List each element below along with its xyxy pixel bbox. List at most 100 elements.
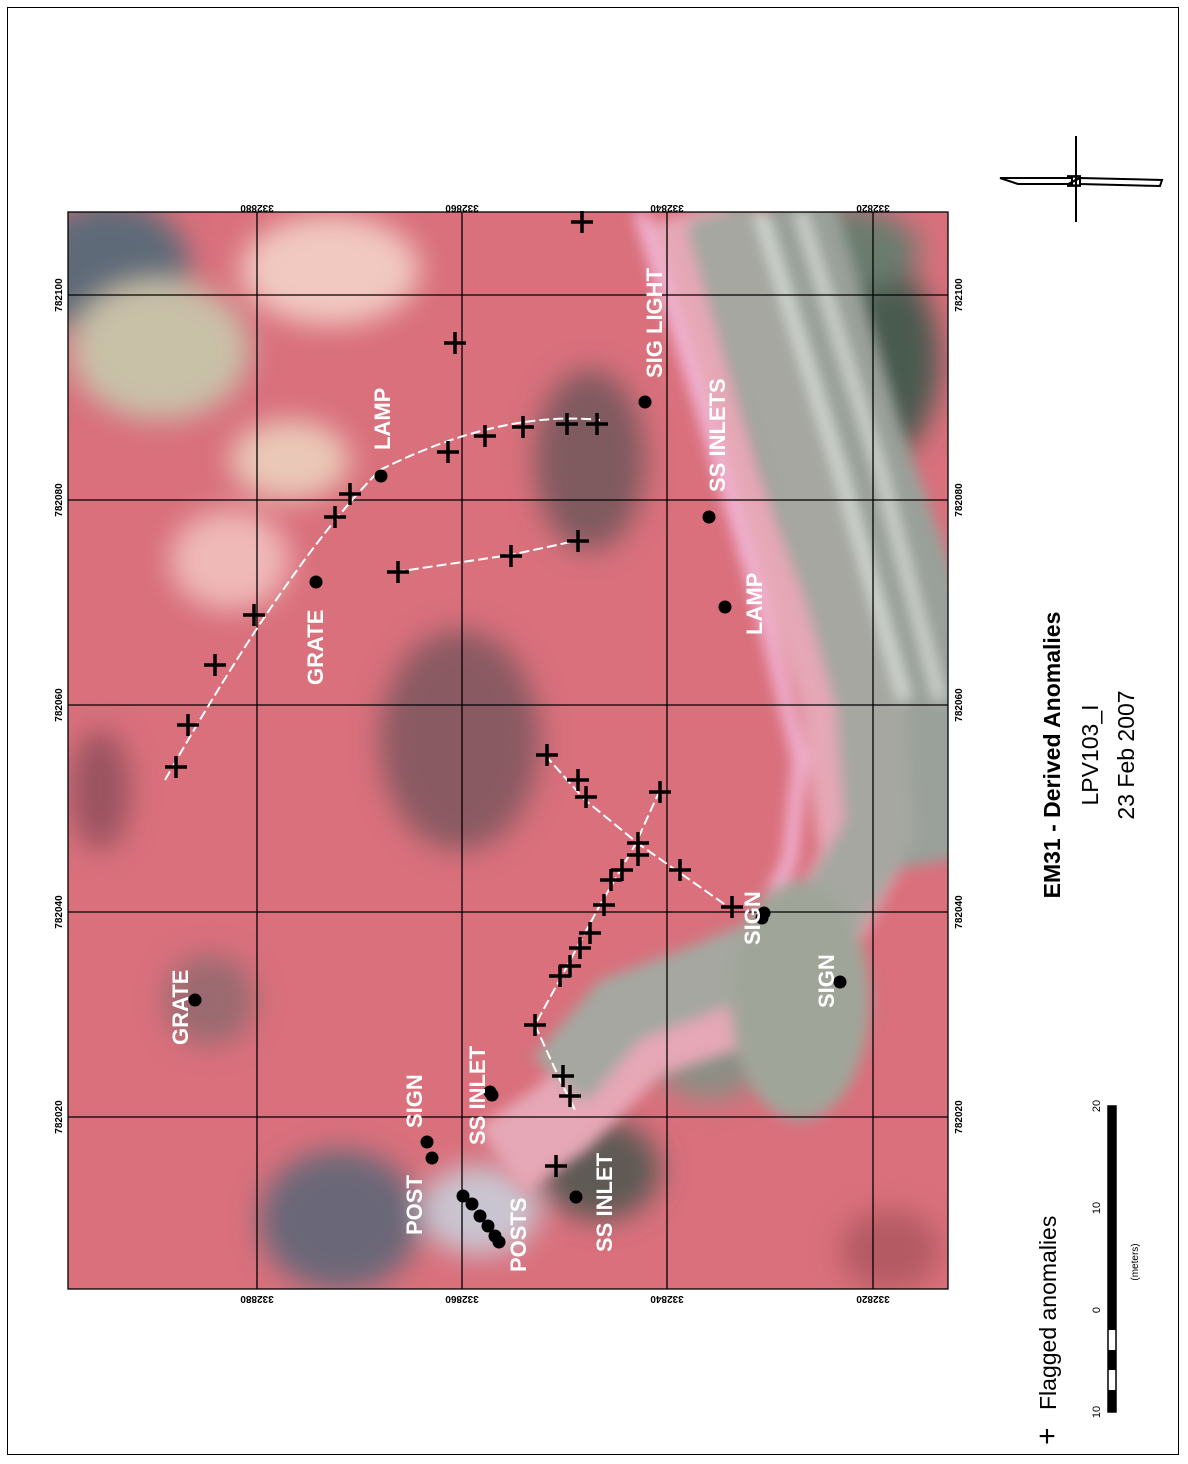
feature-labels: GRATE GRATE LAMP LAMP SIG LIGHT SS INLET…: [168, 267, 839, 1272]
anomaly-cross-icon: [593, 894, 615, 916]
scale-label-0: 0: [1091, 1307, 1103, 1313]
flagged-anomalies: [165, 211, 743, 1177]
lamp-label-2: LAMP: [742, 573, 767, 635]
title-block: EM31 - Derived Anomalies LPV103_I 23 Feb…: [1039, 612, 1139, 899]
north-label: N: [1064, 174, 1086, 188]
anomaly-cross-icon: [339, 483, 361, 505]
anomaly-cross-icon: [243, 604, 265, 626]
anomaly-cross-icon: [611, 859, 633, 881]
lamp-label-1: LAMP: [370, 388, 395, 450]
anomaly-cross-icon: [474, 425, 496, 447]
feature-dot: [420, 1135, 434, 1149]
sig-light-label: SIG LIGHT: [642, 267, 667, 378]
northing-left-5: 782020: [54, 1100, 65, 1134]
feature-dot: [718, 600, 732, 614]
anomaly-cross-icon: [575, 786, 597, 808]
northing-right-2: 782080: [954, 483, 965, 517]
anomaly-cross-icon: [721, 896, 743, 918]
anomaly-cross-icon: [649, 781, 671, 803]
anomaly-cross-icon: [500, 545, 522, 567]
feature-dot: [425, 1151, 439, 1165]
posts-label: POSTS: [506, 1197, 531, 1272]
anomaly-cross-icon: [387, 561, 409, 583]
feature-dot: [188, 993, 202, 1007]
anomaly-cross-icon: [444, 332, 466, 354]
feature-dot: [481, 1219, 495, 1233]
feature-dot: [492, 1235, 506, 1249]
ss-inlets-label: SS INLETS: [705, 378, 730, 492]
anomaly-cross-icon: [437, 441, 459, 463]
scale-unit: (meters): [1130, 1243, 1141, 1280]
feature-dot: [309, 575, 323, 589]
anomaly-cross-icon: [524, 1014, 546, 1036]
easting-bottom-1: 332880: [240, 1293, 274, 1304]
northing-right-4: 782040: [954, 895, 965, 929]
feature-dot: [465, 1197, 479, 1211]
aerial-imagery: [68, 212, 948, 1289]
easting-top-4: 332820: [856, 202, 890, 213]
ss-inlet-label-2: SS INLET: [592, 1152, 617, 1252]
map-title: EM31 - Derived Anomalies: [1039, 612, 1065, 899]
anomaly-cross-icon: [559, 955, 581, 977]
scale-label-left: 10: [1091, 1406, 1103, 1418]
feature-dot: [702, 510, 716, 524]
anomaly-cross-icon: [586, 413, 608, 435]
coordinate-grid: [67, 211, 949, 1290]
northing-left-2: 782080: [54, 483, 65, 517]
feature-dot: [569, 1190, 583, 1204]
anomaly-cross-icon: [549, 965, 571, 987]
easting-bottom-3: 332840: [650, 1293, 684, 1304]
legend-label: Flagged anomalies: [1035, 1216, 1061, 1410]
anomaly-cross-icon: [536, 744, 558, 766]
northing-labels: 782100 782080 782060 782040 782020 78210…: [54, 278, 965, 1134]
easting-labels: 332880 332860 332840 332820 332880 33286…: [240, 202, 890, 1304]
anomaly-cross-icon: [600, 869, 622, 891]
map-subtitle: LPV103_I: [1077, 704, 1103, 805]
sign-label-1: SIGN: [740, 891, 765, 945]
feature-points: [188, 395, 847, 1249]
northing-right-5: 782020: [954, 1100, 965, 1134]
scale-label-20: 20: [1091, 1100, 1103, 1112]
feature-dot: [638, 395, 652, 409]
anomaly-cross-icon: [567, 769, 589, 791]
post-label: POST: [402, 1175, 427, 1235]
anomaly-cross-icon: [177, 714, 199, 736]
sign-label-2: SIGN: [814, 954, 839, 1008]
anomaly-cross-icon: [552, 1065, 574, 1087]
anomaly-cross-icon: [579, 922, 601, 944]
anomaly-cross-icon: [204, 654, 226, 676]
grate-label-2: GRATE: [303, 610, 328, 685]
anomaly-cross-icon: [669, 859, 691, 881]
northing-left-1: 782100: [54, 278, 65, 312]
feature-dot: [374, 469, 388, 483]
feature-dot: [755, 911, 769, 925]
anomaly-cross-icon: [567, 530, 589, 552]
northing-right-3: 782060: [954, 688, 965, 722]
north-arrow-icon: N: [999, 136, 1164, 222]
easting-bottom-2: 332860: [445, 1293, 479, 1304]
scale-bar: 20 10 0 10 (meters): [1091, 1100, 1141, 1418]
anomaly-cross-icon: [545, 1155, 567, 1177]
anomaly-cross-icon: [569, 937, 591, 959]
legend: + Flagged anomalies: [1035, 1216, 1061, 1453]
scale-label-10: 10: [1091, 1202, 1103, 1214]
anomaly-cross-icon: [571, 211, 593, 233]
northing-left-4: 782040: [54, 895, 65, 929]
easting-bottom-4: 332820: [856, 1293, 890, 1304]
feature-dot: [456, 1189, 470, 1203]
anomaly-cross-icon: [512, 416, 534, 438]
anomaly-cross-icon: [627, 844, 649, 866]
easting-top-1: 332880: [240, 202, 274, 213]
feature-dot: [833, 975, 847, 989]
feature-dot: [485, 1088, 499, 1102]
sign-label-3: SIGN: [402, 1074, 427, 1128]
anomaly-cross-icon: [559, 1085, 581, 1107]
grate-label-1: GRATE: [168, 970, 193, 1045]
map-date: 23 Feb 2007: [1113, 690, 1139, 819]
feature-dot: [473, 1209, 487, 1223]
easting-top-3: 332840: [650, 202, 684, 213]
northing-left-3: 782060: [54, 688, 65, 722]
northing-right-1: 782100: [954, 278, 965, 312]
anomaly-cross-icon: [324, 506, 346, 528]
